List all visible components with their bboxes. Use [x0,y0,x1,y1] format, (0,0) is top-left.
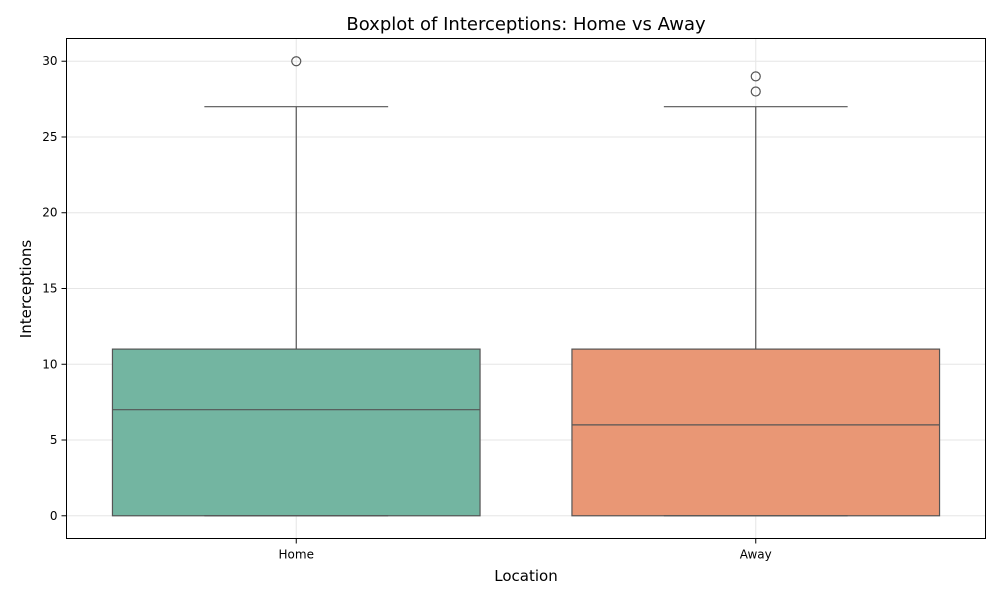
home-box [111,348,481,517]
y-tick-label: 30 [42,54,57,68]
box-layer [111,56,941,517]
y-tick-label: 10 [42,357,57,371]
home-outlier-point [291,56,302,67]
y-axis-title: Interceptions [17,240,35,339]
y-tick-label: 15 [42,282,57,296]
y-tick-label: 0 [50,509,58,523]
y-tick-label: 20 [42,206,57,220]
tick-layer: 0 5 10 15 20 25 30 Home Away [42,54,772,561]
away-outlier-point [750,71,761,82]
away-box [571,348,941,517]
x-tick-label-home: Home [279,548,314,562]
x-tick-label-away: Away [740,548,772,562]
x-axis-title: Location [494,567,557,585]
y-tick-label: 5 [50,433,58,447]
away-outlier-point [750,86,761,97]
y-tick-label: 25 [42,130,57,144]
chart-title: Boxplot of Interceptions: Home vs Away [346,14,706,35]
